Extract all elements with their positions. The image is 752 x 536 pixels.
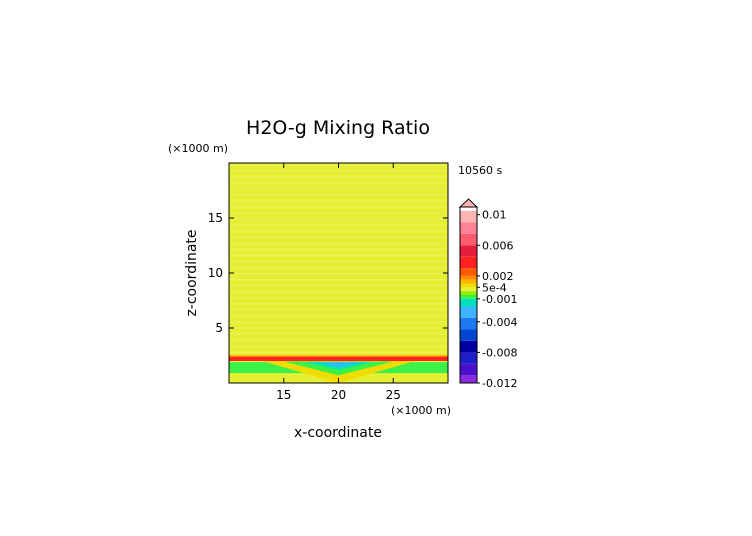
- cold-pool-region: [322, 362, 359, 368]
- colorbar-label: -0.004: [482, 316, 517, 329]
- x-tick-label: 25: [386, 388, 401, 402]
- colorbar-level: [460, 298, 477, 307]
- y-tick-label: 10: [208, 266, 223, 280]
- colorbar-level: [460, 245, 477, 257]
- colorbar-level: [460, 340, 477, 353]
- x-axis-label: x-coordinate: [294, 425, 382, 441]
- colorbar-label: -0.008: [482, 346, 517, 359]
- inversion-band: [229, 356, 448, 361]
- x-tick-label: 20: [331, 388, 346, 402]
- colorbar-extend-triangle: [458, 198, 479, 208]
- colorbar-label: 0.006: [482, 239, 514, 252]
- colorbar-level: [460, 283, 477, 288]
- colorbar-level: [460, 256, 477, 269]
- colorbar-level: [460, 233, 477, 246]
- colorbar-level: [460, 295, 477, 299]
- y-tick-label: 5: [215, 321, 223, 335]
- colorbar-level: [460, 222, 477, 234]
- colorbar-frame: [459, 206, 478, 384]
- x-axis-unit: (×1000 m): [391, 404, 451, 417]
- colorbar-label: 0.002: [482, 270, 514, 283]
- colorbar-label: -0.001: [482, 293, 517, 306]
- colorbar-level: [460, 287, 477, 292]
- colorbar-level: [460, 291, 477, 295]
- plot-area: [228, 162, 449, 384]
- colorbar-label: 0.01: [482, 209, 507, 222]
- colorbar-label: 5e-4: [482, 281, 507, 294]
- colorbar-label: -0.012: [482, 377, 517, 390]
- colorbar-level: [460, 279, 477, 284]
- colorbar-level: [460, 210, 477, 223]
- time-label: 10560 s: [458, 164, 502, 177]
- colorbar-level: [460, 275, 477, 280]
- colorbar-level: [460, 306, 477, 318]
- colorbar-level: [460, 268, 477, 276]
- y-axis-unit: (×1000 m): [168, 142, 228, 155]
- colorbar-level: [460, 329, 477, 341]
- y-tick-label: 15: [208, 211, 223, 225]
- colorbar-level: [460, 363, 477, 376]
- axis-ticks: 15 20 25 5 10 15: [208, 163, 448, 402]
- y-axis-label: z-coordinate: [184, 229, 200, 316]
- contour-field: [229, 163, 448, 383]
- chart-title: H2O-g Mixing Ratio: [246, 117, 430, 139]
- colorbar-level: [460, 317, 477, 330]
- colorbar-level: [460, 375, 477, 383]
- colorbar-level: [460, 352, 477, 364]
- field-background: [229, 163, 448, 383]
- x-tick-label: 15: [276, 388, 291, 402]
